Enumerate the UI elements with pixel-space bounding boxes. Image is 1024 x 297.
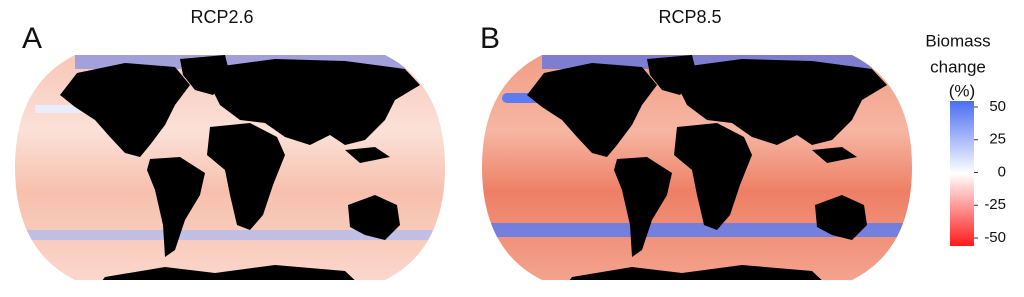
panel-title: RCP8.5 <box>658 7 721 27</box>
colorbar-tick-label: -25 <box>984 196 1006 213</box>
panel-title: RCP2.6 <box>190 7 253 27</box>
map-panel-a <box>15 55 445 280</box>
panel-label: B <box>480 22 500 55</box>
colorbar-tick-label: 25 <box>989 131 1006 148</box>
colorbar-title: change <box>930 57 986 76</box>
colorbar-tick-label: 50 <box>989 98 1006 115</box>
map-panel-b <box>482 55 912 280</box>
panel-label: A <box>22 22 42 55</box>
colorbar-title: Biomass <box>925 31 990 50</box>
colorbar <box>950 101 974 246</box>
colorbar-tick-label: -50 <box>984 229 1006 246</box>
colorbar-tick-label: 0 <box>998 163 1006 180</box>
colorbar-title: (%) <box>949 81 975 100</box>
